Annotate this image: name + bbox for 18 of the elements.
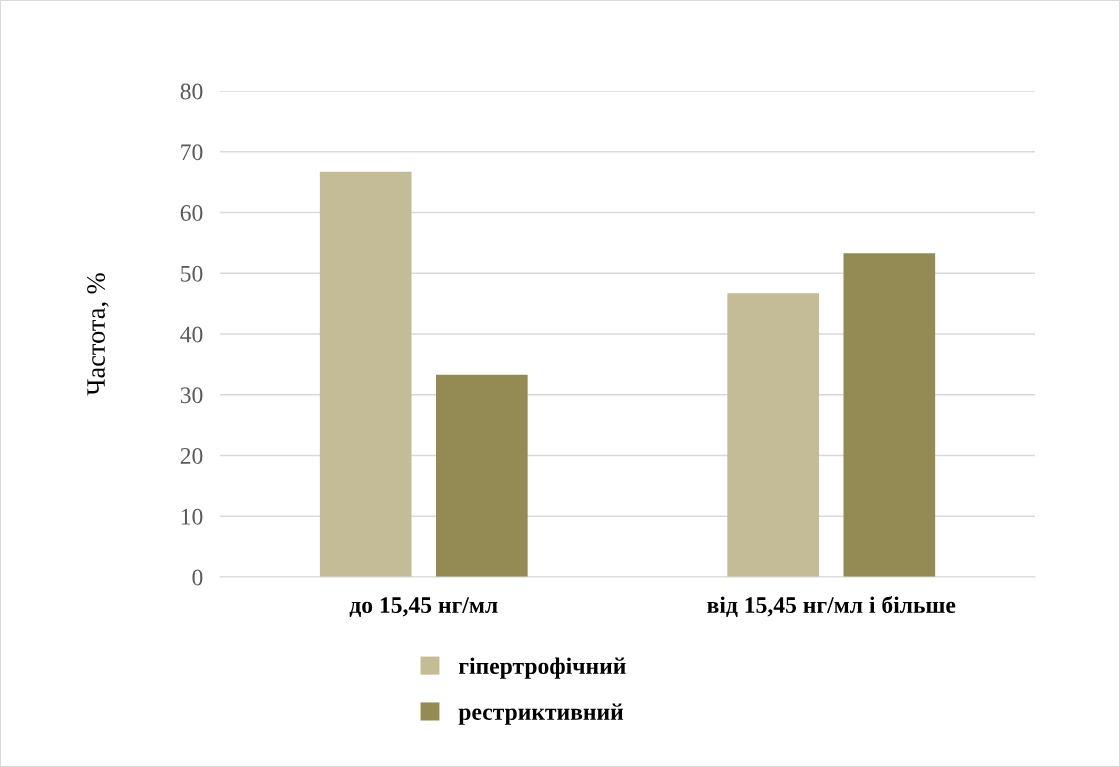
legend-label: гіпертрофічний	[458, 657, 626, 679]
bar	[319, 171, 412, 577]
bar	[435, 374, 528, 577]
y-tick-label: 40	[180, 326, 203, 343]
y-tick-label: 10	[181, 508, 203, 525]
y-tick-label: 80	[180, 83, 203, 100]
y-axis-title: Частота, %	[87, 273, 109, 396]
legend-label: рестриктивний	[458, 703, 624, 725]
bar	[727, 293, 820, 577]
x-tick-label: від 15,45 нг/мл і більше	[707, 595, 956, 617]
y-tick-label: 50	[181, 265, 203, 282]
y-tick-label: 0	[192, 569, 203, 586]
y-tick-label: 30	[180, 387, 203, 404]
x-tick-label: до 15,45 нг/мл	[349, 597, 498, 617]
bar	[843, 253, 936, 577]
y-tick-label: 20	[180, 447, 203, 464]
y-tick-label: 60	[180, 204, 203, 221]
y-tick-label: 70	[181, 144, 203, 161]
